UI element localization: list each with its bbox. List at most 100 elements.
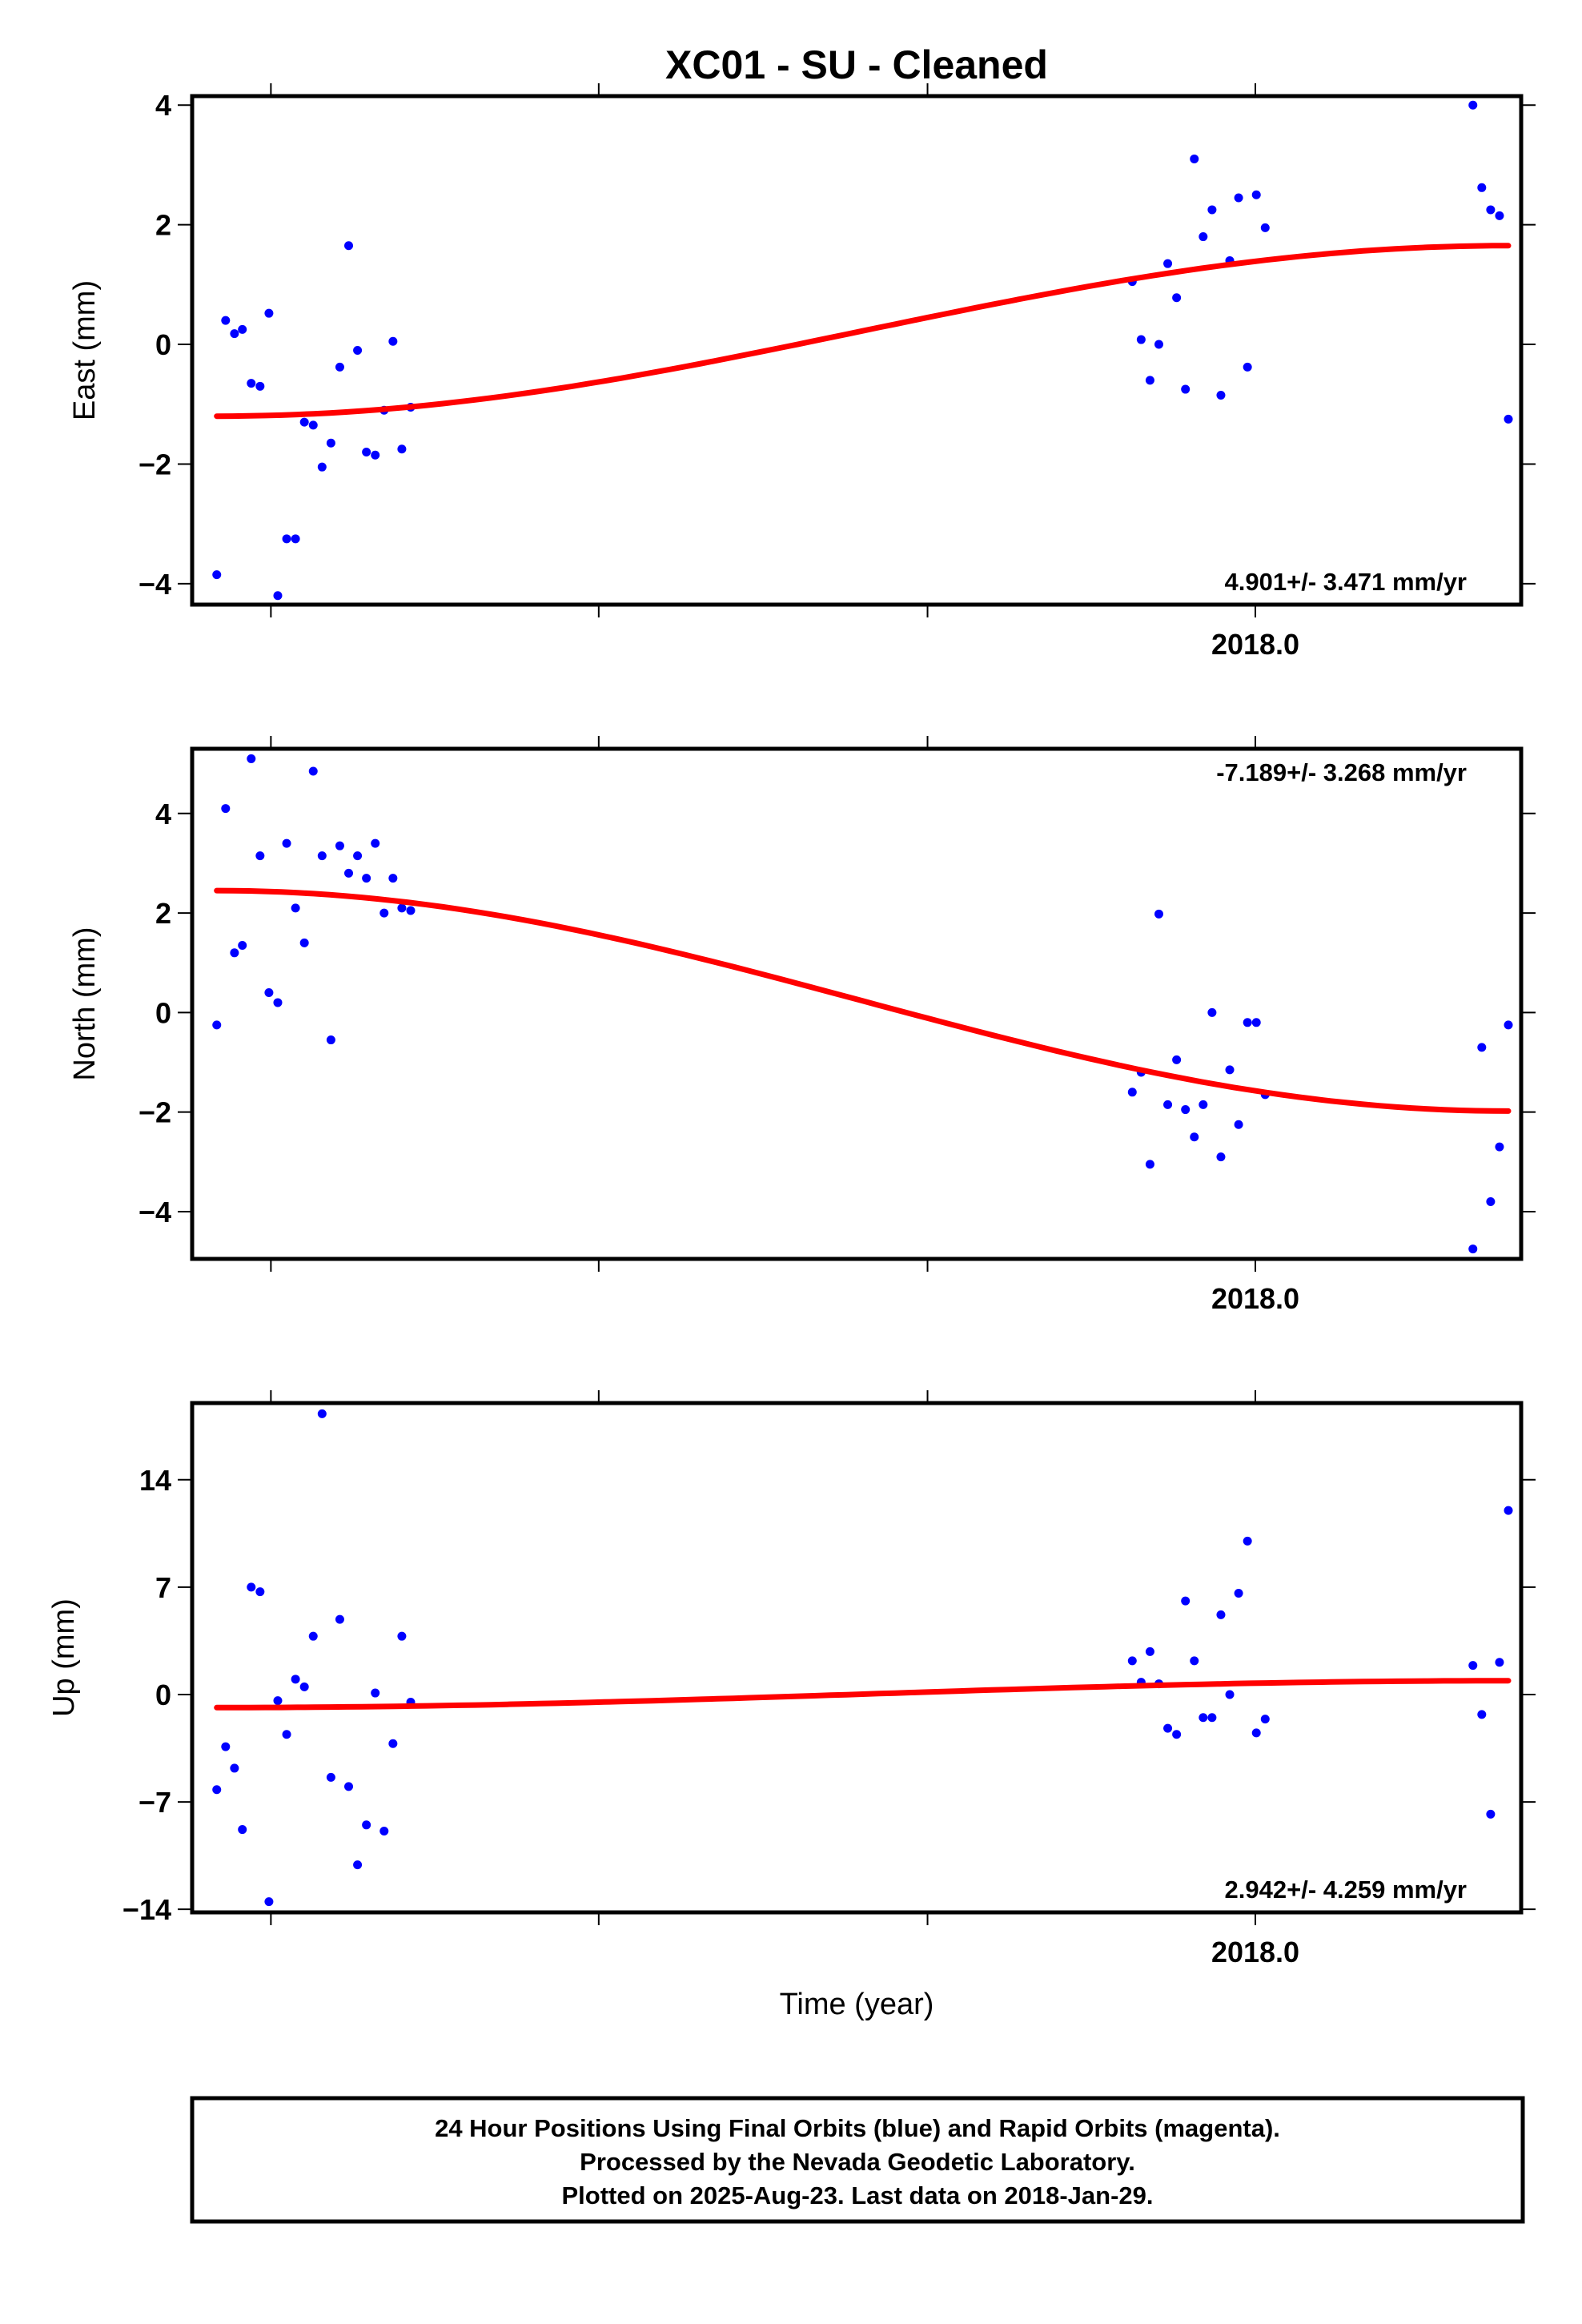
y-tick-label: 14 [139,1464,171,1497]
data-point [353,346,363,355]
data-point [1225,1690,1235,1699]
data-point [388,1739,398,1748]
data-point [1207,205,1217,215]
data-point [1243,1536,1252,1546]
data-point [1468,1661,1478,1671]
data-point [1504,414,1513,424]
data-point [335,1614,344,1624]
data-point [326,1035,335,1045]
data-point [1234,1589,1243,1598]
data-point [379,1826,389,1835]
data-point [212,1785,222,1795]
data-point [282,534,291,544]
data-point [317,851,327,861]
data-point [1477,1710,1487,1719]
data-point [353,1860,363,1870]
y-tick-label: −2 [139,448,171,480]
data-point [1243,362,1252,372]
data-point [238,940,247,950]
data-point [317,462,327,472]
data-point [238,324,247,334]
data-point [1154,909,1163,919]
plot-frame [190,746,1524,1261]
x-tick-label: 2018.0 [1211,1936,1299,1968]
data-point [1251,190,1261,199]
y-tick-label: 4 [155,89,171,122]
data-point [212,570,222,580]
x-tick-label: 2018.0 [1211,628,1299,661]
data-point [1190,1132,1199,1142]
data-point [291,1675,300,1684]
data-point [299,1682,309,1691]
data-point [291,534,300,544]
y-tick-label: 0 [155,996,171,1029]
data-point [388,336,398,346]
data-point [1163,1100,1173,1109]
y-tick-label: 4 [155,798,171,830]
data-point [371,838,380,848]
data-point [273,591,283,601]
y-tick-label: −4 [139,568,171,601]
data-point [388,874,398,883]
data-point [1251,1728,1261,1738]
data-point [1136,335,1146,344]
data-point [1486,1197,1496,1207]
data-point [247,754,256,763]
data-point [1145,1647,1154,1656]
data-point [230,1763,239,1773]
y-tick-label: −7 [139,1786,171,1819]
data-point [1172,293,1182,303]
data-point [1199,1713,1208,1723]
caption-line-3: Plotted on 2025-Aug-23. Last data on 201… [561,2181,1153,2209]
y-tick-label: 2 [155,897,171,930]
up-panel: −14 −7 0 7 14 2018.0 Up (mm) 2.942+/- 4.259 mm/… [47,1390,1536,1968]
data-point [264,988,274,998]
data-point [1486,205,1496,215]
data-point [230,948,239,958]
data-point [308,1631,318,1641]
data-point [255,851,265,861]
data-point [371,1688,380,1698]
data-point [282,838,291,848]
data-point [1145,1160,1154,1169]
data-point [317,1409,327,1418]
data-point [1216,1152,1226,1162]
data-point [344,1782,354,1791]
data-point [273,1696,283,1706]
fit-line [214,887,1512,1114]
data-point [1251,1018,1261,1027]
x-axis-label: Time (year) [780,1988,934,2021]
data-point [1172,1730,1182,1739]
data-point [1477,1043,1487,1052]
data-point [1163,1723,1173,1733]
east-panel: −4 −2 0 2 4 2018.0 East (mm) 4.901+/- 3.471 mm/… [68,83,1536,661]
y-tick-label: 2 [155,209,171,242]
rate-annotation: -7.189+/- 3.268 mm/yr [1216,758,1467,786]
data-point [1234,1120,1243,1129]
data-point [1199,232,1208,242]
data-point [308,420,318,430]
y-tick-label: −14 [122,1893,171,1926]
data-point [1199,1100,1208,1109]
data-point [255,1587,265,1597]
data-point [1145,376,1154,385]
data-point [344,241,354,251]
data-point [1486,1809,1496,1819]
data-point [1495,211,1504,220]
caption-line-2: Processed by the Nevada Geodetic Laborat… [580,2148,1135,2176]
data-point [247,379,256,388]
data-point [1477,183,1487,192]
plot-frame [190,1401,1524,1915]
data-point [1207,1713,1217,1723]
y-tick-label: 7 [155,1571,171,1604]
data-point [247,1582,256,1592]
north-panel: −4 −2 0 2 4 2018.0 North (mm) -7.189+/- 3.268 m… [68,736,1536,1315]
fit-line [214,243,1512,420]
data-point [1495,1142,1504,1152]
y-axis-label: East (mm) [68,280,102,420]
data-point [362,874,371,883]
data-point [406,906,416,915]
data-point [1207,1007,1217,1017]
data-point [362,448,371,456]
data-point [1172,1055,1182,1064]
